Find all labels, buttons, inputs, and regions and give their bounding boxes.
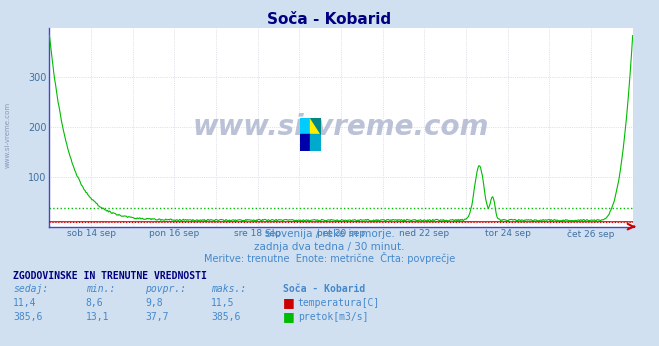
Text: Soča - Kobarid: Soča - Kobarid: [283, 284, 366, 294]
Text: min.:: min.:: [86, 284, 115, 294]
Text: Soča - Kobarid: Soča - Kobarid: [268, 12, 391, 27]
Text: 37,7: 37,7: [145, 312, 169, 322]
Text: maks.:: maks.:: [211, 284, 246, 294]
Text: zadnja dva tedna / 30 minut.: zadnja dva tedna / 30 minut.: [254, 242, 405, 252]
Polygon shape: [310, 118, 321, 134]
Text: povpr.:: povpr.:: [145, 284, 186, 294]
Text: temperatura[C]: temperatura[C]: [298, 298, 380, 308]
Text: www.si-vreme.com: www.si-vreme.com: [193, 113, 489, 141]
Text: sedaj:: sedaj:: [13, 284, 48, 294]
Text: Slovenija / reke in morje.: Slovenija / reke in morje.: [264, 229, 395, 239]
Text: 385,6: 385,6: [211, 312, 241, 322]
Text: 385,6: 385,6: [13, 312, 43, 322]
Text: 13,1: 13,1: [86, 312, 109, 322]
Bar: [310, 118, 321, 134]
Text: 8,6: 8,6: [86, 298, 103, 308]
Bar: [300, 134, 310, 151]
Text: www.si-vreme.com: www.si-vreme.com: [5, 102, 11, 168]
Bar: [310, 134, 321, 151]
Text: 9,8: 9,8: [145, 298, 163, 308]
Text: 11,4: 11,4: [13, 298, 37, 308]
Text: 11,5: 11,5: [211, 298, 235, 308]
Text: Meritve: trenutne  Enote: metrične  Črta: povprečje: Meritve: trenutne Enote: metrične Črta: …: [204, 252, 455, 264]
Text: ZGODOVINSKE IN TRENUTNE VREDNOSTI: ZGODOVINSKE IN TRENUTNE VREDNOSTI: [13, 271, 207, 281]
Bar: [300, 118, 310, 134]
Text: ■: ■: [283, 296, 295, 309]
Text: ■: ■: [283, 310, 295, 323]
Text: pretok[m3/s]: pretok[m3/s]: [298, 312, 368, 322]
